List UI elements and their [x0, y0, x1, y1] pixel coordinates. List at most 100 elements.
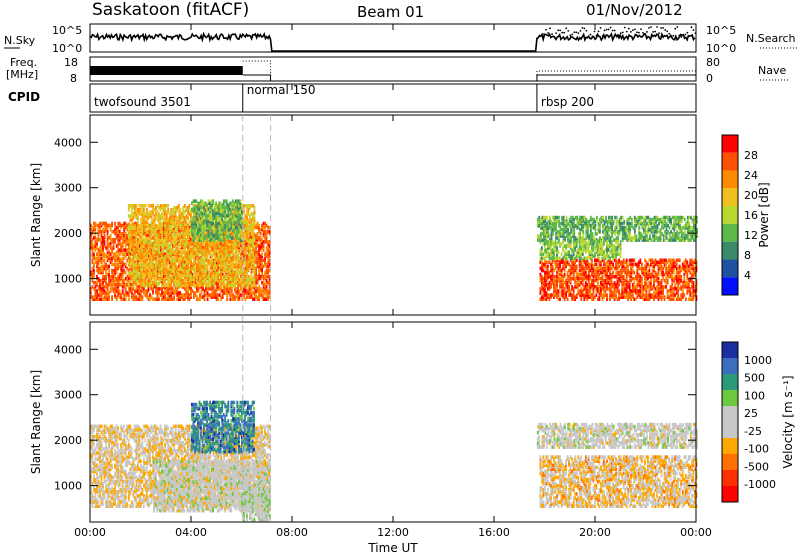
scatter-cell	[161, 253, 163, 257]
freq-line	[243, 75, 271, 81]
scatter-cell	[254, 269, 256, 273]
scatter-cell	[196, 224, 198, 228]
scatter-cell	[232, 236, 234, 240]
scatter-cell	[175, 218, 177, 222]
scatter-cell	[175, 206, 177, 210]
scatter-cell	[236, 206, 238, 210]
scatter-cell	[145, 233, 147, 237]
scatter-cell	[104, 259, 106, 263]
scatter-cell	[266, 289, 268, 293]
scatter-cell	[134, 289, 136, 293]
nsearch-point	[608, 29, 610, 31]
scatter-cell	[236, 199, 238, 203]
cpid-label: CPID	[8, 90, 40, 104]
nsearch-point	[547, 32, 549, 34]
scatter-cell	[235, 249, 237, 253]
scatter-cell	[226, 222, 228, 226]
nsearch-point	[693, 29, 695, 31]
scatter-cell	[134, 295, 136, 299]
scatter-cell	[243, 241, 245, 245]
scatter-cell	[226, 284, 228, 288]
scatter-cell	[176, 253, 178, 257]
scatter-cell	[125, 254, 127, 258]
scatter-cell	[129, 280, 131, 284]
scatter-cell	[119, 289, 121, 293]
scatter-cell	[167, 261, 169, 265]
scatter-cell	[226, 214, 228, 218]
scatter-cell	[134, 243, 136, 247]
scatter-cell	[257, 250, 259, 254]
date-title: 01/Nov/2012	[586, 1, 683, 19]
scatter-cell	[95, 222, 97, 226]
scatter-cell	[266, 250, 268, 254]
nsearch-point	[664, 29, 666, 31]
nsky-tick-bottom: 10^0	[52, 42, 82, 55]
scatter-cell	[246, 289, 248, 293]
nsearch-point	[691, 26, 693, 28]
scatter-cell	[239, 257, 241, 261]
nsearch-point	[670, 36, 672, 38]
nsearch-point	[600, 27, 602, 29]
scatter-cell	[169, 274, 171, 278]
scatter-cell	[195, 247, 197, 251]
scatter-cell	[175, 222, 177, 226]
scatter-cell	[235, 287, 237, 291]
scatter-cell	[93, 252, 95, 256]
scatter-cell	[196, 232, 198, 236]
nsearch-point	[648, 27, 650, 29]
scatter-cell	[154, 257, 156, 261]
scatter-cell	[125, 271, 127, 275]
nsearch-point	[602, 35, 604, 37]
scatter-cell	[185, 206, 187, 210]
scatter-cell	[229, 253, 231, 257]
scatter-cell	[236, 220, 238, 224]
scatter-cell	[113, 244, 115, 248]
scatter-cell	[125, 263, 127, 267]
scatter-cell	[158, 235, 160, 239]
scatter-cell	[104, 295, 106, 299]
nsearch-point	[642, 32, 644, 34]
scatter-cell	[161, 272, 163, 276]
nsearch-point	[577, 32, 579, 34]
scatter-cell	[164, 241, 166, 245]
scatter-cell	[206, 234, 208, 238]
scatter-cell	[164, 208, 166, 212]
scatter-cell	[145, 259, 147, 263]
nsearch-point	[666, 30, 668, 32]
scatter-cell	[108, 295, 110, 299]
beam-title: Beam 01	[357, 3, 424, 21]
scatter-cell	[155, 216, 157, 220]
scatter-cell	[195, 291, 197, 295]
scatter-cell	[206, 210, 208, 214]
scatter-cell	[266, 297, 268, 301]
scatter-cell	[226, 234, 228, 238]
scatter-cell	[95, 240, 97, 244]
nsearch-point	[624, 27, 626, 29]
nsearch-point	[545, 29, 547, 31]
scatter-cell	[257, 261, 259, 265]
scatter-cell	[137, 267, 139, 271]
nsearch-point	[573, 31, 575, 33]
scatter-cell	[263, 244, 265, 248]
scatter-cell	[194, 236, 196, 240]
nsearch-point	[586, 30, 588, 32]
scatter-cell	[122, 289, 124, 293]
nsearch-point	[581, 27, 583, 29]
scatter-cell	[164, 278, 166, 282]
scatter-cell	[142, 295, 144, 299]
scatter-cell	[246, 247, 248, 251]
scatter-cell	[114, 228, 116, 232]
scatter-cell	[220, 224, 222, 228]
scatter-cell	[254, 210, 256, 214]
freq-band	[90, 66, 243, 75]
scatter-cell	[235, 278, 237, 282]
scatter-cell	[241, 222, 243, 226]
scatter-cell	[196, 199, 198, 203]
scatter-cell	[195, 241, 197, 245]
nsearch-point	[620, 32, 622, 34]
scatter-cell	[175, 239, 177, 243]
scatter-cell	[134, 269, 136, 273]
scatter-cell	[215, 216, 217, 220]
scatter-cell	[95, 228, 97, 232]
scatter-cell	[161, 222, 163, 226]
